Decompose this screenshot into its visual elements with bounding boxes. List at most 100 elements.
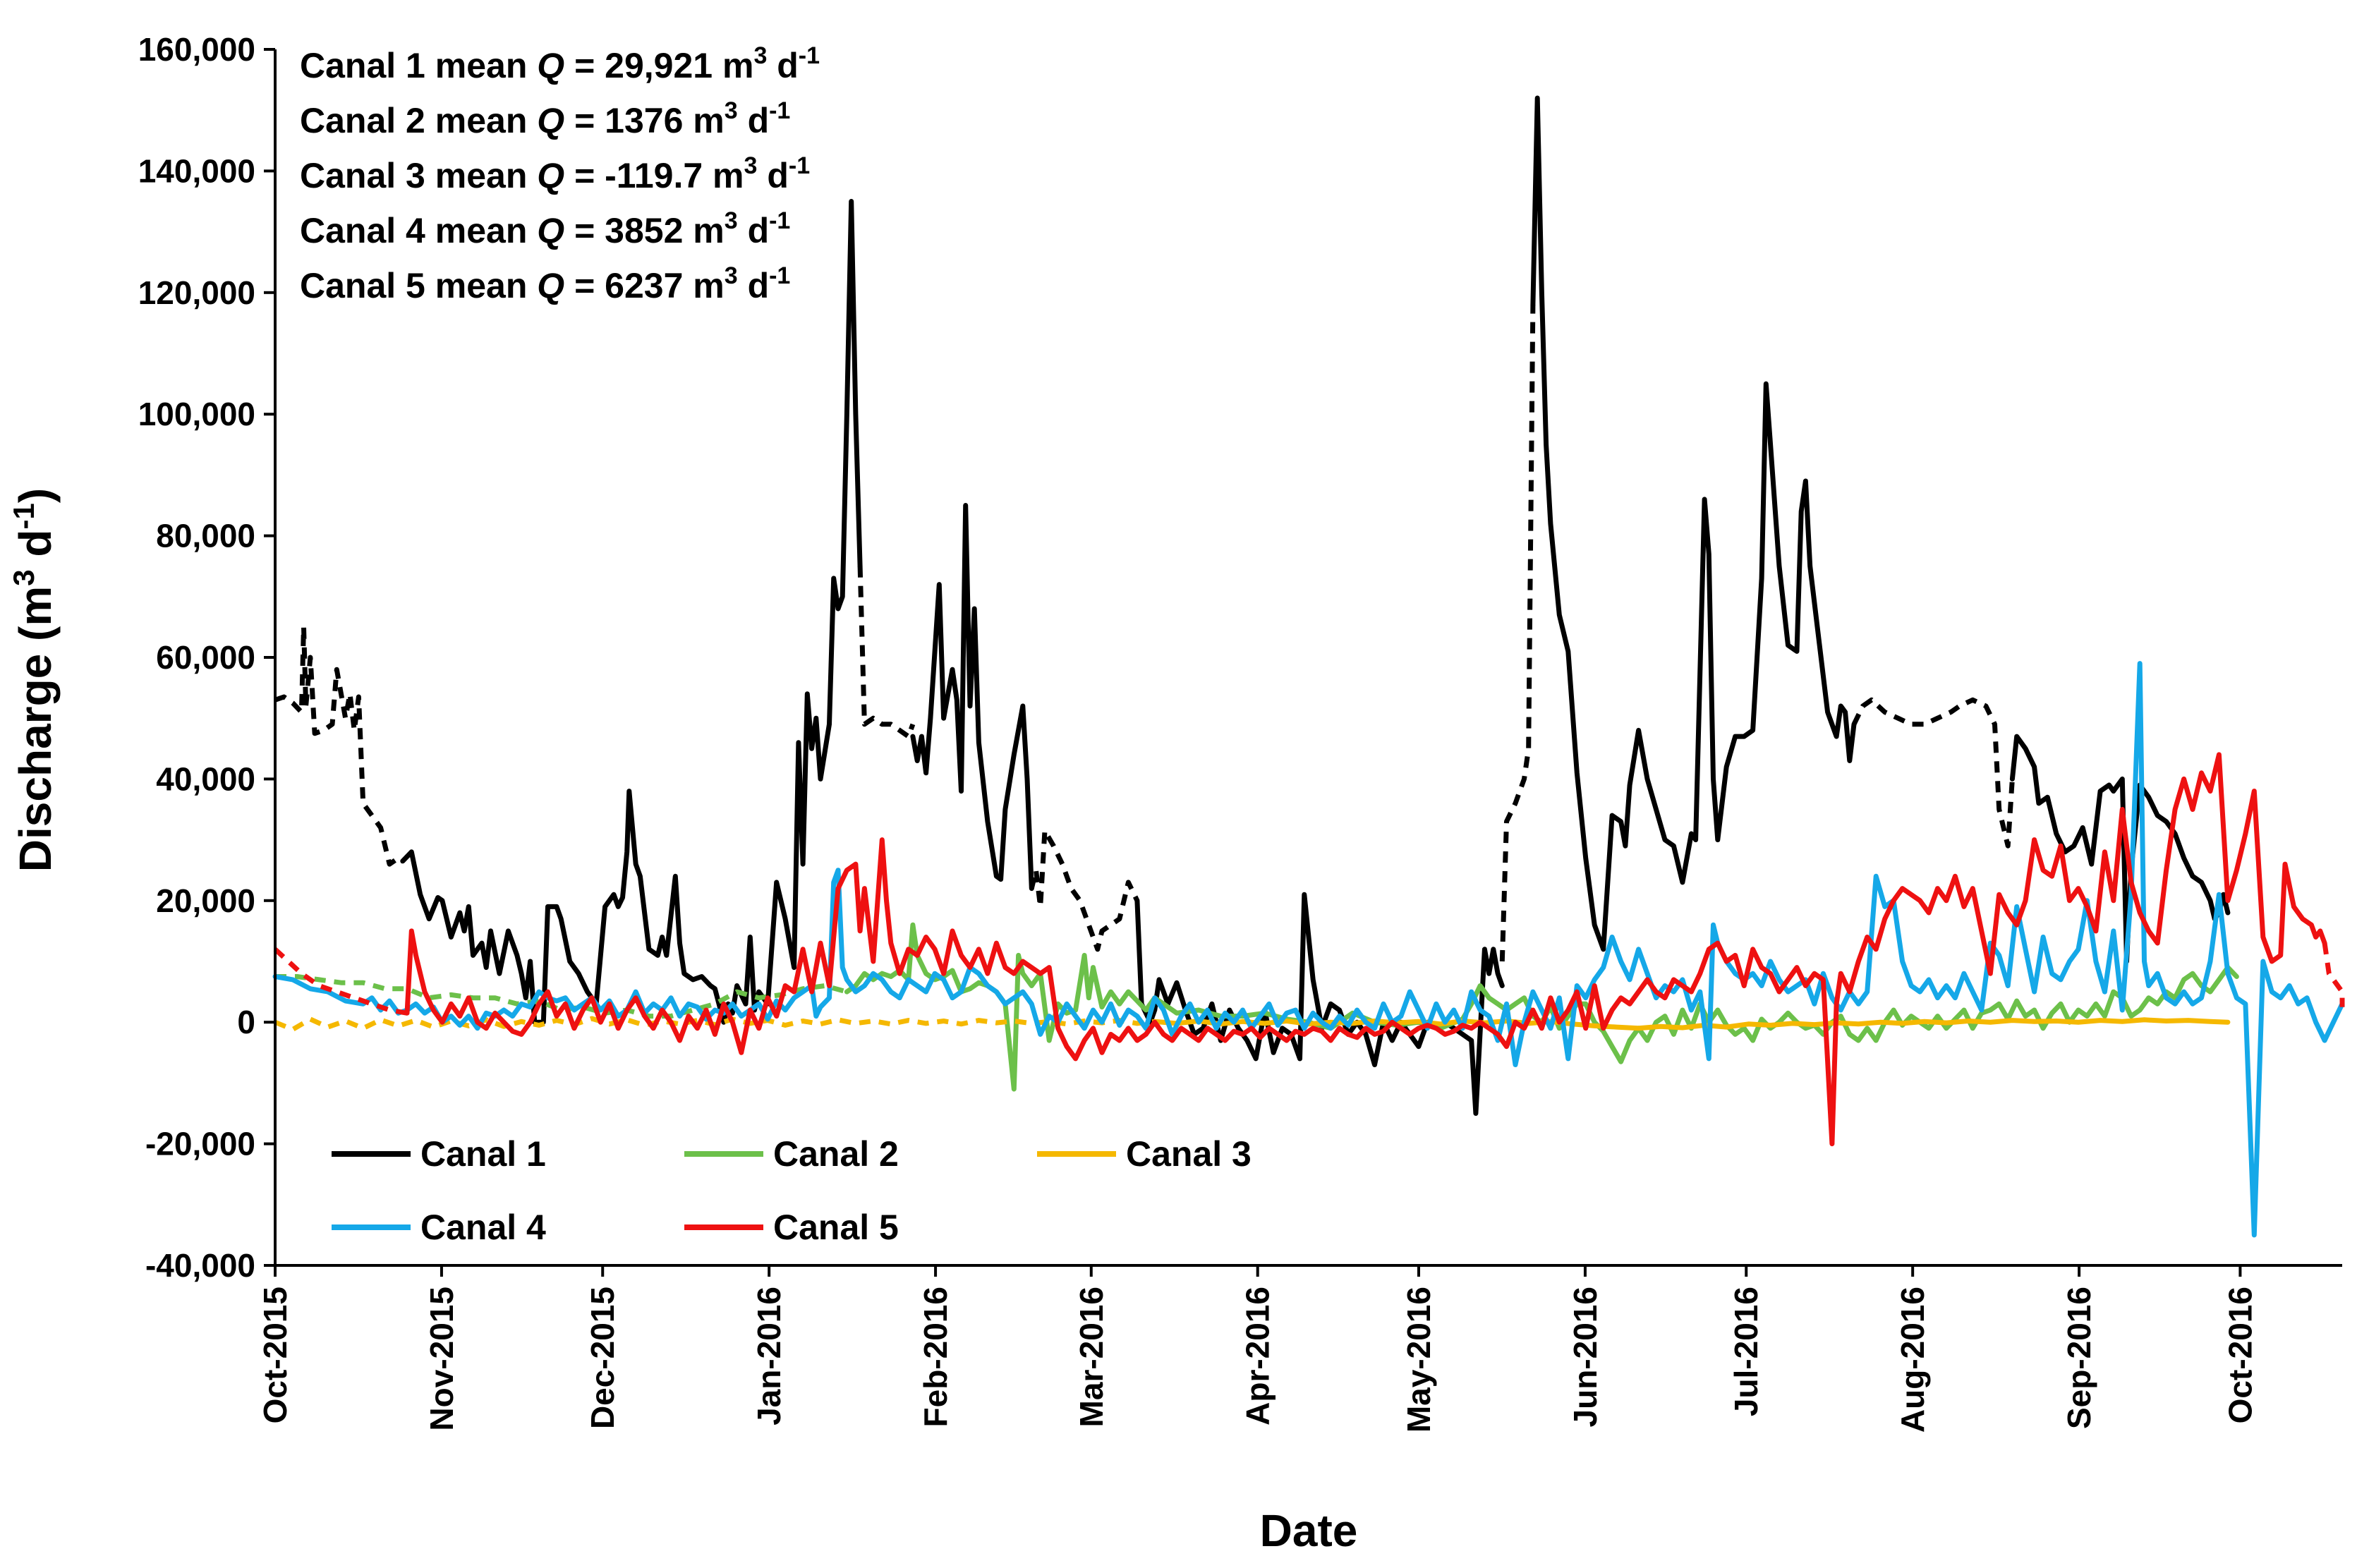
annotation-sup: 3 [725,207,738,234]
annotation-unit: d [738,211,769,250]
annotation-value: 1376 m [605,101,725,140]
y-tick-label: -20,000 [145,1126,255,1162]
annotation-equals: = [564,46,605,85]
annotation-q: Q [537,101,564,140]
annotation-unit: d [757,156,788,195]
annotation-prefix: Canal 1 mean [300,46,537,85]
x-tick-label: May-2016 [1400,1287,1437,1433]
annotation-prefix: Canal 3 mean [300,156,537,195]
y-tick-label: 60,000 [156,639,255,676]
annotation-sup: -1 [769,262,790,289]
annotation-unit: d [738,266,769,305]
annotation-prefix: Canal 5 mean [300,266,537,305]
y-axis-title: Discharge (m3 d-1) [7,488,61,872]
annotation-sup: -1 [799,42,820,69]
annotation-sup: 3 [725,262,738,289]
y-tick-label: 160,000 [138,31,255,68]
legend-label: Canal 4 [420,1208,546,1247]
series-1-line-solid [1530,95,1857,952]
annotation-prefix: Canal 2 mean [300,101,537,140]
x-tick-label: Oct-2015 [257,1287,293,1423]
y-tick-label: 0 [237,1004,255,1040]
x-tick-label: Aug-2016 [1894,1287,1931,1433]
axes-layer [264,48,2342,1277]
series-1-line-solid [910,503,1034,892]
series-4-line-solid [272,661,2345,1238]
legend-item-2: Canal 2 [684,1134,899,1174]
annotation-equals: = [564,211,605,250]
annotation-sup: -1 [769,207,790,234]
legend-label: Canal 5 [773,1208,899,1247]
annotation-unit: d [767,46,798,85]
series-1-line-dashed [1851,697,2015,849]
legend-label: Canal 1 [420,1134,546,1174]
series-1-line-solid [400,199,863,1025]
x-tick-label: Feb-2016 [917,1287,954,1427]
legend-label: Canal 3 [1126,1134,1252,1174]
mean-q-annotation-3: Canal 3 mean Q = -119.7 m3 d-1 [300,152,810,195]
x-axis-title: Date [1260,1505,1358,1556]
annotation-q: Q [537,211,564,250]
x-tick-label: Dec-2015 [584,1287,621,1429]
y-tick-label: 20,000 [156,882,255,919]
x-tick-label: Mar-2016 [1073,1287,1110,1427]
series-1-line-dashed [274,624,404,867]
series-2-line-solid [844,922,2239,1092]
legend-item-5: Canal 5 [684,1208,899,1247]
annotation-prefix: Canal 4 mean [300,211,537,250]
series-5-line-dashed [2322,942,2345,1007]
annotation-value: 29,921 m [605,46,753,85]
annotation-sup: 3 [725,97,738,124]
annotation-q: Q [537,156,564,195]
x-tick-label: Nov-2015 [423,1287,460,1431]
annotation-sup: -1 [769,97,790,124]
mean-q-annotation-5: Canal 5 mean Q = 6237 m3 d-1 [300,262,790,305]
y-tick-label: 120,000 [138,274,255,311]
series-5-line-dashed [273,947,408,1016]
annotation-unit: d [738,101,769,140]
annotation-sup: -1 [789,152,810,179]
series-2 [275,922,2239,1092]
annotation-equals: = [564,266,605,305]
annotation-q: Q [537,266,564,305]
mean-q-annotation-2: Canal 2 mean Q = 1376 m3 d-1 [300,97,790,140]
x-tick-label: Apr-2016 [1240,1287,1276,1426]
series-1-line-dashed [1029,828,1140,952]
series-5 [273,752,2345,1147]
y-tick-label: 80,000 [156,518,255,554]
mean-q-annotation-4: Canal 4 mean Q = 3852 m3 d-1 [300,207,790,250]
x-tick-label: Jan-2016 [751,1287,787,1426]
x-tick-label: Oct-2016 [2222,1287,2258,1423]
y-tick-label: 100,000 [138,396,255,432]
mean-q-annotation-1: Canal 1 mean Q = 29,921 m3 d-1 [300,42,820,85]
series-3-line-dashed [274,1016,1156,1032]
annotation-equals: = [564,156,605,195]
legend-label: Canal 2 [773,1134,899,1174]
x-tick-label: Sep-2016 [2061,1287,2097,1429]
annotation-equals: = [564,101,605,140]
x-tick-labels: Oct-2015 Nov-2015 Dec-2015 Jan-2016 Feb-2016… [257,1287,2258,1433]
y-tick-label: 140,000 [138,152,255,189]
legend-item-3: Canal 3 [1037,1134,1252,1174]
y-tick-label: -40,000 [145,1247,255,1284]
legend: Canal 1 Canal 2 Canal 3 Canal 4 Canal 5 [332,1134,1252,1247]
y-tick-labels: -40,000 -20,000 0 20,000 40,000 60,000 80,000 1… [138,31,255,1284]
annotation-value: -119.7 m [605,156,744,195]
series-4 [272,661,2345,1238]
annotation-q: Q [537,46,564,85]
x-tick-label: Jul-2016 [1728,1287,1764,1416]
series-1-line-dashed [857,566,916,739]
annotation-value: 3852 m [605,211,725,250]
annotation-value: 6237 m [605,266,725,305]
y-tick-label: 40,000 [156,760,255,797]
annotation-sup: 3 [753,42,767,69]
series-layer [272,95,2345,1238]
legend-item-1: Canal 1 [332,1134,546,1174]
x-tick-label: Jun-2016 [1567,1287,1604,1427]
annotation-sup: 3 [744,152,758,179]
legend-item-4: Canal 4 [332,1208,546,1247]
series-1-line-solid [2009,734,2231,964]
